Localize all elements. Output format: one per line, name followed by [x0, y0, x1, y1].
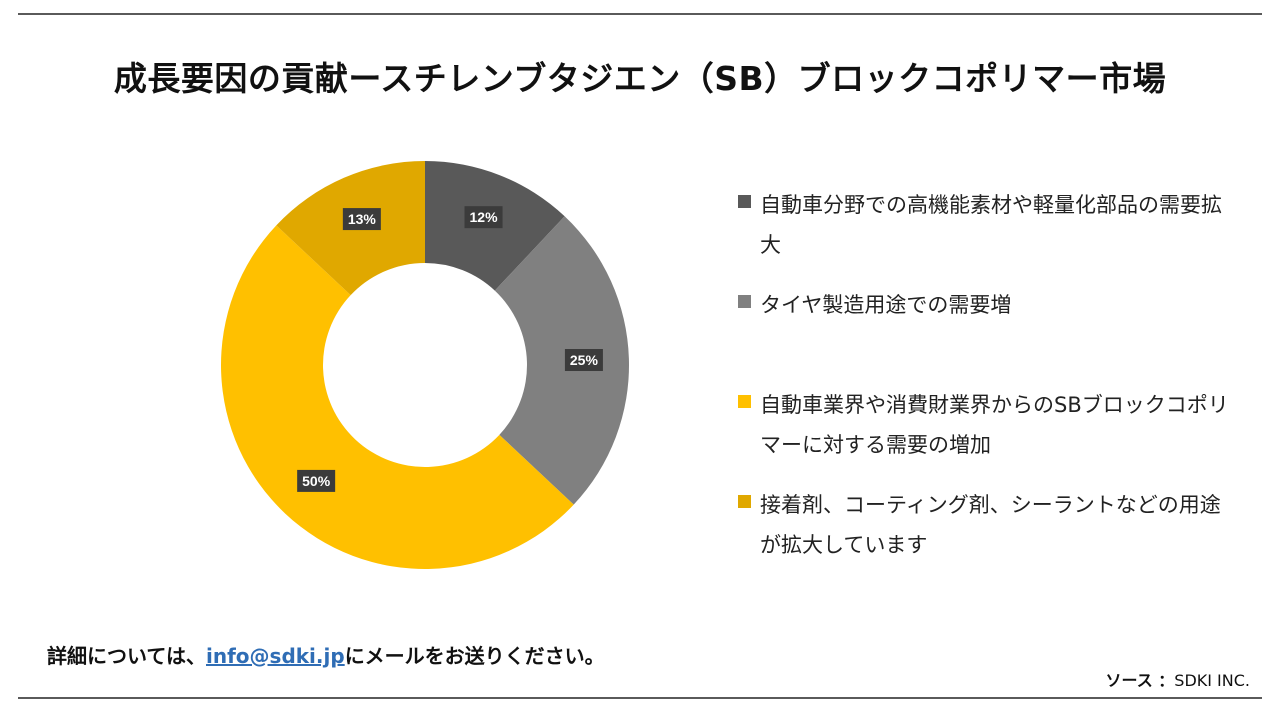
- contact-note: 詳細については、info@sdki.jpにメールをお送りください。: [47, 640, 605, 669]
- legend-label: 自動車分野での高機能素材や軽量化部品の需要拡大: [760, 193, 1222, 257]
- email-link[interactable]: info@sdki.jp: [206, 644, 345, 668]
- chart-title: 成長要因の貢献ースチレンブタジエン（SB）ブロックコポリマー市場: [113, 59, 1167, 98]
- legend-label: タイヤ製造用途での需要増: [760, 293, 1012, 317]
- legend-item-1: 自動車分野での高機能素材や軽量化部品の需要拡大: [738, 185, 1230, 265]
- data-label-box: [564, 349, 603, 372]
- data-label-box: [342, 208, 381, 231]
- legend-item-4: 接着剤、コーティング剤、シーラントなどの用途が拡大しています: [738, 485, 1230, 565]
- legend-label: 自動車業界や消費財業界からのSBブロックコポリマーに対する需要の増加: [760, 393, 1229, 457]
- data-label-text: 50%: [302, 473, 331, 489]
- donut-chart: 12% 25% 50% 13%: [221, 161, 629, 569]
- source-value: SDKI INC.: [1174, 671, 1250, 690]
- data-label-3: 50%: [297, 469, 336, 492]
- legend-swatch: [738, 295, 751, 308]
- donut-slice-2: [494, 216, 629, 505]
- legend-item-2: タイヤ製造用途での需要増: [738, 285, 1230, 325]
- data-label-box: [297, 469, 336, 492]
- source-label: ソース ：: [1105, 671, 1175, 690]
- data-label-box: [464, 206, 503, 229]
- data-label-4: 13%: [342, 208, 381, 231]
- data-label-2: 25%: [564, 349, 603, 372]
- bottom-divider: [18, 697, 1262, 699]
- legend-swatch: [738, 495, 751, 508]
- legend-label: 接着剤、コーティング剤、シーラントなどの用途が拡大しています: [760, 493, 1221, 557]
- legend-swatch: [738, 395, 751, 408]
- data-label-text: 12%: [470, 209, 499, 225]
- data-label-text: 25%: [570, 352, 599, 368]
- source-credit: ソース ：SDKI INC.: [1106, 667, 1251, 691]
- contact-prefix: 詳細については、: [47, 644, 206, 668]
- top-divider: [18, 13, 1262, 15]
- legend-swatch: [738, 195, 751, 208]
- contact-suffix: にメールをお送りください。: [344, 644, 605, 668]
- data-label-1: 12%: [464, 206, 503, 229]
- legend-item-3: 自動車業界や消費財業界からのSBブロックコポリマーに対する需要の増加: [738, 385, 1230, 465]
- data-label-text: 13%: [348, 211, 377, 227]
